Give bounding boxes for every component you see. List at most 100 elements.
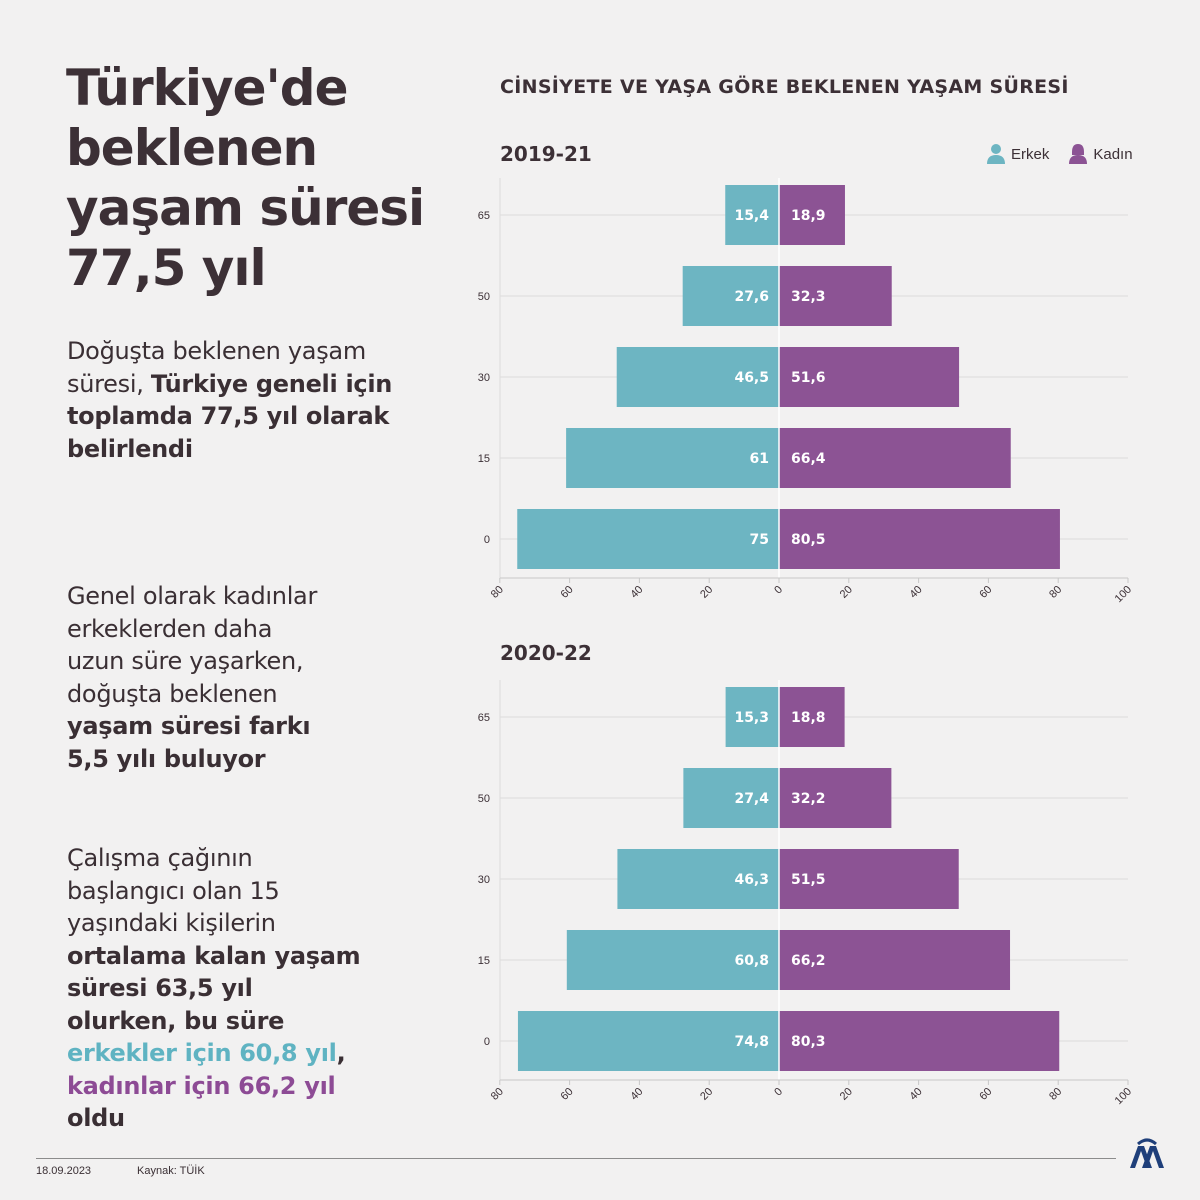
data-label-women: 18,9 xyxy=(791,208,826,224)
legend-women: Kadın xyxy=(1067,143,1133,165)
data-label-men: 27,4 xyxy=(734,791,769,807)
y-tick-label: 15 xyxy=(478,453,490,465)
y-tick-label: 0 xyxy=(484,534,490,546)
footer-date: 18.09.2023 xyxy=(36,1165,92,1177)
x-tick-label: 80 xyxy=(1047,584,1064,601)
x-tick-label: 60 xyxy=(977,584,994,601)
chart-heading: CİNSİYETE VE YAŞA GÖRE BEKLENEN YAŞAM SÜ… xyxy=(500,76,1069,98)
x-tick-label: 20 xyxy=(698,584,715,601)
y-tick-label: 50 xyxy=(478,291,490,303)
female-person-icon xyxy=(1069,144,1088,164)
bar-men xyxy=(616,347,779,407)
bar-women xyxy=(779,768,892,828)
data-label-women: 18,8 xyxy=(791,710,826,726)
y-tick-label: 65 xyxy=(478,712,490,724)
x-tick-label: 60 xyxy=(559,584,576,601)
intro-paragraph: Doğuşta beklenen yaşam süresi, Türkiye g… xyxy=(67,335,397,465)
x-tick-label: 20 xyxy=(838,1086,855,1103)
x-tick-label: 0 xyxy=(772,584,785,597)
data-label-women: 51,5 xyxy=(791,872,826,888)
data-label-men: 75 xyxy=(750,532,769,548)
comma-text: , xyxy=(336,1039,346,1067)
x-tick-label: 100 xyxy=(1113,584,1134,605)
bar-women xyxy=(779,930,1011,990)
bar-women xyxy=(779,266,892,326)
bar-women xyxy=(779,849,959,909)
x-tick-label: 40 xyxy=(628,1086,645,1103)
x-tick-label: 40 xyxy=(908,1086,925,1103)
bar-men xyxy=(725,687,779,747)
data-label-men: 15,4 xyxy=(734,208,769,224)
data-label-men: 27,6 xyxy=(734,289,769,305)
x-tick-label: 80 xyxy=(489,1086,506,1103)
aa-logo xyxy=(1130,1138,1164,1168)
bar-men xyxy=(517,509,779,569)
intro-highlight: Türkiye geneli için toplamda 77,5 yıl ol… xyxy=(67,369,393,463)
bar-women xyxy=(779,1011,1060,1071)
x-tick-label: 80 xyxy=(489,584,506,601)
data-label-women: 66,4 xyxy=(791,451,826,467)
x-tick-label: 100 xyxy=(1113,1086,1134,1107)
gender-gap-text: Genel olarak kadınlar erkeklerden daha u… xyxy=(67,582,318,708)
data-label-women: 32,2 xyxy=(791,791,826,807)
working-age-text: Çalışma çağının başlangıcı olan 15 yaşın… xyxy=(67,844,280,937)
page-title: Türkiye'de beklenen yaşam süresi 77,5 yı… xyxy=(66,59,425,297)
data-label-men: 46,3 xyxy=(734,872,769,888)
chart1-title: 2019-21 xyxy=(500,142,592,166)
y-tick-label: 30 xyxy=(478,874,490,886)
legend-women-label: Kadın xyxy=(1093,145,1133,163)
legend-men: Erkek xyxy=(985,143,1049,165)
bar-women xyxy=(779,687,845,747)
bar-men xyxy=(725,185,779,245)
footer-divider xyxy=(36,1158,1116,1159)
end-text: oldu xyxy=(67,1104,125,1132)
y-tick-label: 30 xyxy=(478,372,490,384)
data-label-women: 51,6 xyxy=(791,370,826,386)
footer-source: Kaynak: TÜİK xyxy=(137,1165,205,1177)
working-age-highlight: ortalama kalan yaşam süresi 63,5 yıl olu… xyxy=(67,941,361,1035)
bar-men xyxy=(517,1011,779,1071)
data-label-men: 46,5 xyxy=(734,370,769,386)
data-label-women: 66,2 xyxy=(791,953,826,969)
bar-men xyxy=(566,428,779,488)
bar-women xyxy=(779,509,1060,569)
data-label-men: 74,8 xyxy=(734,1034,769,1050)
x-tick-label: 80 xyxy=(1047,1086,1064,1103)
bar-women xyxy=(779,428,1011,488)
data-label-women: 80,5 xyxy=(791,532,826,548)
x-tick-label: 20 xyxy=(698,1086,715,1103)
chart-2020-22: 65 15,3 18,8 50 27,4 32,2 30 46,3 51,5 15 60,8 66,2… xyxy=(478,680,1134,1107)
data-label-men: 60,8 xyxy=(734,953,769,969)
x-tick-label: 60 xyxy=(977,1086,994,1103)
data-label-women: 32,3 xyxy=(791,289,826,305)
x-tick-label: 60 xyxy=(559,1086,576,1103)
data-label-men: 15,3 xyxy=(734,710,769,726)
chart-2019-21: 65 15,4 18,9 50 27,6 32,3 30 46,5 51,6 15 61 66,4 0 7… xyxy=(478,178,1134,605)
x-tick-label: 20 xyxy=(838,584,855,601)
gender-gap-paragraph: Genel olarak kadınlar erkeklerden daha u… xyxy=(67,580,327,775)
bar-men xyxy=(566,930,779,990)
bar-women xyxy=(779,185,845,245)
x-tick-label: 40 xyxy=(628,584,645,601)
male-person-icon xyxy=(987,144,1005,164)
legend-men-label: Erkek xyxy=(1011,145,1050,163)
x-tick-label: 0 xyxy=(772,1086,785,1099)
y-tick-label: 15 xyxy=(478,955,490,967)
y-tick-label: 65 xyxy=(478,210,490,222)
gender-gap-highlight: yaşam süresi farkı 5,5 yılı buluyor xyxy=(67,712,311,773)
men-highlight: erkekler için 60,8 yıl xyxy=(67,1039,337,1067)
data-label-women: 80,3 xyxy=(791,1034,826,1050)
working-age-paragraph: Çalışma çağının başlangıcı olan 15 yaşın… xyxy=(67,842,367,1135)
y-tick-label: 0 xyxy=(484,1036,490,1048)
y-tick-label: 50 xyxy=(478,793,490,805)
legend: Erkek Kadın xyxy=(985,143,1133,165)
data-label-men: 61 xyxy=(750,451,769,467)
chart2-title: 2020-22 xyxy=(500,641,592,665)
intro-text: Doğuşta beklenen yaşam süresi, xyxy=(67,337,366,398)
bar-women xyxy=(779,347,960,407)
bar-men xyxy=(683,768,779,828)
x-tick-label: 40 xyxy=(908,584,925,601)
women-highlight: kadınlar için 66,2 yıl xyxy=(67,1071,336,1100)
bar-men xyxy=(617,849,779,909)
bar-men xyxy=(682,266,779,326)
